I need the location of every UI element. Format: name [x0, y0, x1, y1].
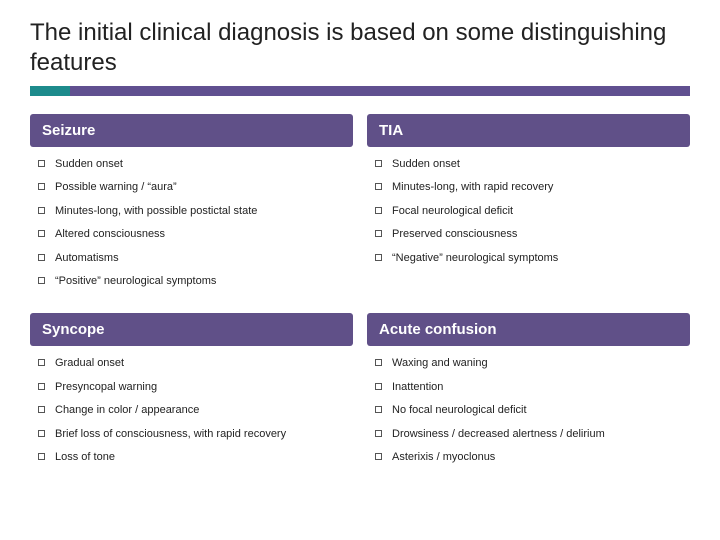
item-text: Altered consciousness — [55, 227, 165, 242]
item-text: No focal neurological deficit — [392, 403, 527, 418]
list-item: Drowsiness / decreased alertness / delir… — [375, 423, 686, 446]
bullet-icon — [38, 406, 45, 413]
list-item: No focal neurological deficit — [375, 399, 686, 422]
bullet-icon — [375, 254, 382, 261]
panel-acute: Acute confusion Waxing and waning Inatte… — [367, 313, 690, 479]
item-text: Change in color / appearance — [55, 403, 199, 418]
bullet-icon — [375, 183, 382, 190]
list-item: Preserved consciousness — [375, 223, 686, 246]
slide-title: The initial clinical diagnosis is based … — [30, 18, 690, 78]
bullet-icon — [38, 383, 45, 390]
bullet-icon — [375, 207, 382, 214]
item-text: Sudden onset — [392, 157, 460, 172]
panel-tia: TIA Sudden onset Minutes-long, with rapi… — [367, 114, 690, 303]
accent-bar — [30, 86, 690, 96]
bullet-icon — [38, 453, 45, 460]
item-text: Minutes-long, with rapid recovery — [392, 180, 553, 195]
bullet-icon — [38, 183, 45, 190]
panel-items-tia: Sudden onset Minutes-long, with rapid re… — [367, 147, 690, 280]
item-text: Focal neurological deficit — [392, 204, 513, 219]
item-text: Sudden onset — [55, 157, 123, 172]
item-text: Asterixis / myoclonus — [392, 450, 495, 465]
bullet-icon — [38, 160, 45, 167]
list-item: Loss of tone — [38, 446, 349, 469]
list-item: “Negative” neurological symptoms — [375, 247, 686, 270]
bullet-icon — [375, 230, 382, 237]
item-text: Possible warning / “aura” — [55, 180, 177, 195]
bullet-icon — [375, 430, 382, 437]
item-text: Loss of tone — [55, 450, 115, 465]
panel-items-syncope: Gradual onset Presyncopal warning Change… — [30, 346, 353, 479]
bullet-icon — [38, 430, 45, 437]
bullet-icon — [38, 277, 45, 284]
bullet-icon — [38, 359, 45, 366]
bullet-icon — [375, 383, 382, 390]
bullet-icon — [38, 207, 45, 214]
list-item: Change in color / appearance — [38, 399, 349, 422]
item-text: Preserved consciousness — [392, 227, 517, 242]
list-item: Sudden onset — [375, 153, 686, 176]
item-text: Brief loss of consciousness, with rapid … — [55, 427, 286, 442]
panel-items-seizure: Sudden onset Possible warning / “aura” M… — [30, 147, 353, 303]
list-item: Gradual onset — [38, 352, 349, 375]
item-text: Minutes-long, with possible postictal st… — [55, 204, 257, 219]
panel-heading-acute: Acute confusion — [367, 313, 690, 346]
panel-items-acute: Waxing and waning Inattention No focal n… — [367, 346, 690, 479]
item-text: “Negative” neurological symptoms — [392, 251, 558, 266]
list-item: Focal neurological deficit — [375, 200, 686, 223]
accent-teal — [30, 86, 70, 96]
list-item: Minutes-long, with possible postictal st… — [38, 200, 349, 223]
list-item: Automatisms — [38, 247, 349, 270]
list-item: Altered consciousness — [38, 223, 349, 246]
list-item: Possible warning / “aura” — [38, 176, 349, 199]
list-item: “Positive” neurological symptoms — [38, 270, 349, 293]
list-item: Sudden onset — [38, 153, 349, 176]
item-text: Presyncopal warning — [55, 380, 157, 395]
bullet-icon — [38, 230, 45, 237]
item-text: Automatisms — [55, 251, 119, 266]
item-text: Inattention — [392, 380, 443, 395]
item-text: Waxing and waning — [392, 356, 488, 371]
diagnosis-grid: Seizure Sudden onset Possible warning / … — [30, 114, 690, 479]
bullet-icon — [375, 406, 382, 413]
panel-seizure: Seizure Sudden onset Possible warning / … — [30, 114, 353, 303]
list-item: Inattention — [375, 376, 686, 399]
bullet-icon — [375, 453, 382, 460]
bullet-icon — [375, 359, 382, 366]
list-item: Waxing and waning — [375, 352, 686, 375]
panel-syncope: Syncope Gradual onset Presyncopal warnin… — [30, 313, 353, 479]
item-text: “Positive” neurological symptoms — [55, 274, 216, 289]
list-item: Asterixis / myoclonus — [375, 446, 686, 469]
panel-heading-tia: TIA — [367, 114, 690, 147]
item-text: Drowsiness / decreased alertness / delir… — [392, 427, 605, 442]
panel-heading-syncope: Syncope — [30, 313, 353, 346]
accent-purple — [70, 86, 690, 96]
bullet-icon — [38, 254, 45, 261]
list-item: Brief loss of consciousness, with rapid … — [38, 423, 349, 446]
bullet-icon — [375, 160, 382, 167]
list-item: Presyncopal warning — [38, 376, 349, 399]
panel-heading-seizure: Seizure — [30, 114, 353, 147]
list-item: Minutes-long, with rapid recovery — [375, 176, 686, 199]
item-text: Gradual onset — [55, 356, 124, 371]
